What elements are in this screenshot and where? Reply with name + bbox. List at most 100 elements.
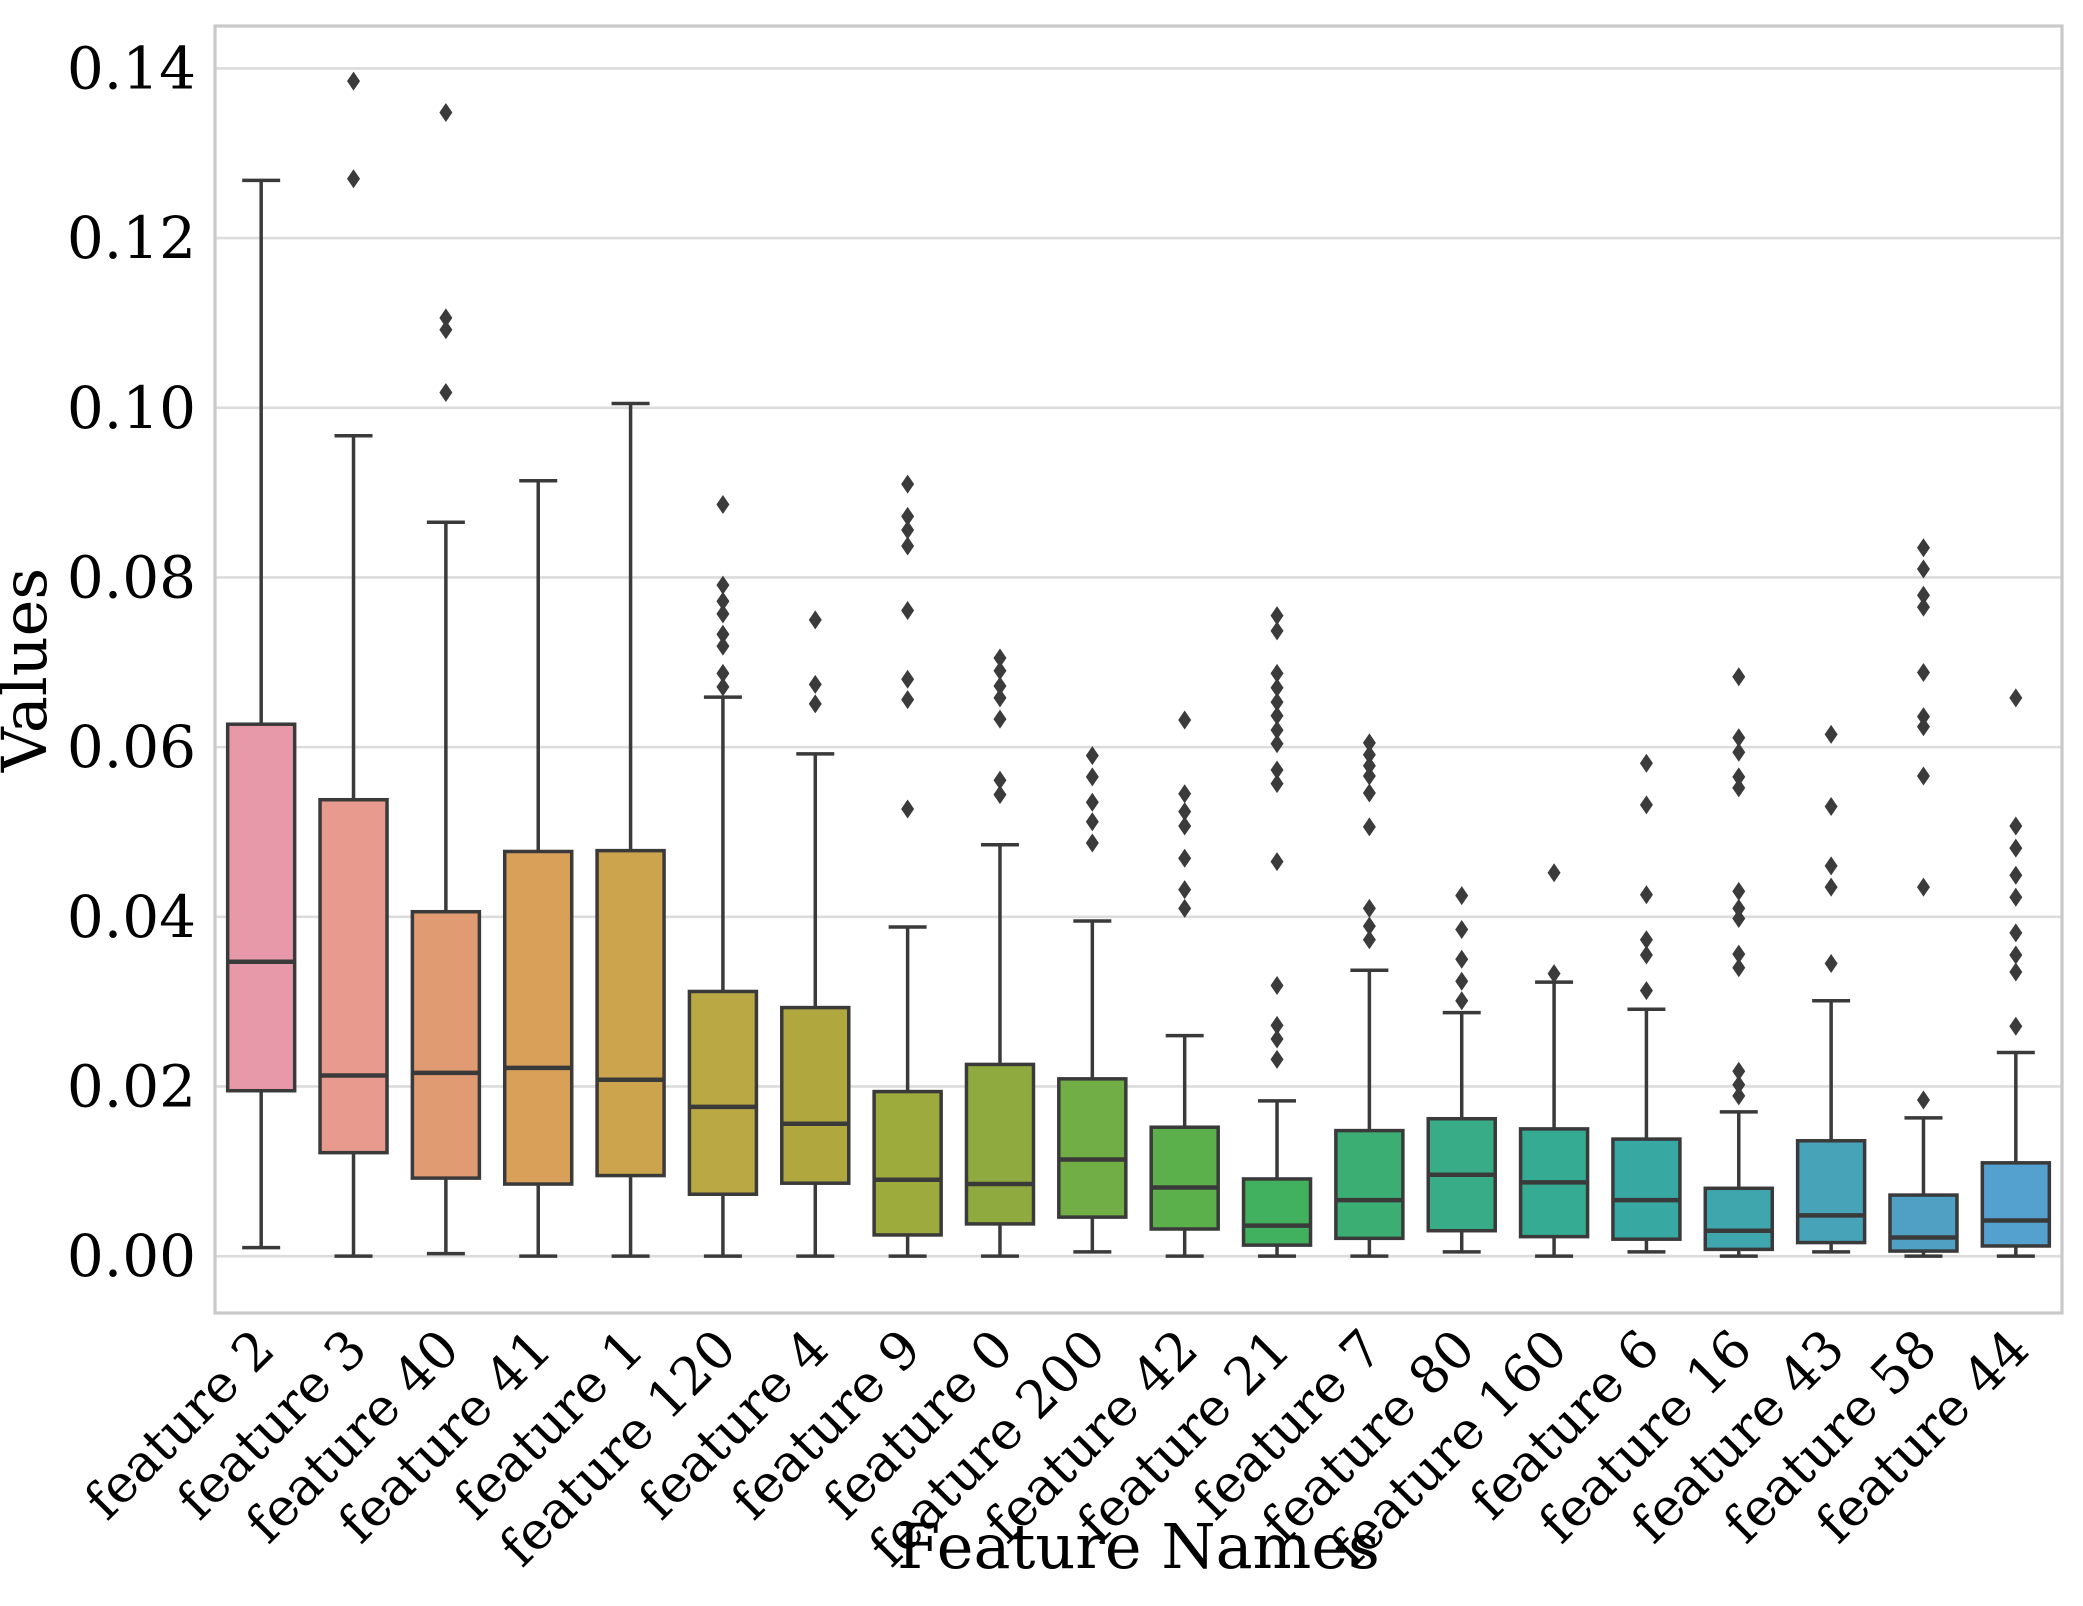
box-feature-58	[1888, 538, 1959, 1258]
iqr-box	[318, 797, 389, 1155]
iqr-box	[410, 909, 482, 1180]
outlier-diamond	[2009, 1016, 2023, 1036]
outlier-diamond	[1178, 848, 1192, 868]
outlier-diamond	[2009, 688, 2023, 708]
outlier-diamond	[1270, 706, 1284, 726]
outlier-diamond	[1732, 944, 1746, 964]
box-feature-0	[964, 648, 1036, 1258]
outlier-diamond	[1732, 881, 1746, 901]
outlier-diamond	[2009, 945, 2023, 965]
outlier-diamond	[1270, 606, 1284, 626]
outlier-diamond	[2009, 816, 2023, 836]
outlier-diamond	[347, 71, 361, 91]
outlier-diamond	[1732, 1061, 1746, 1081]
outlier-diamond	[1270, 1015, 1284, 1035]
outlier-diamond	[1270, 976, 1284, 996]
outlier-diamond	[1732, 778, 1746, 798]
outlier-diamond	[808, 610, 822, 630]
iqr-box	[687, 989, 759, 1196]
outlier-diamond	[901, 690, 915, 710]
y-tick-label: 0.06	[67, 713, 196, 781]
outlier-diamond	[1824, 724, 1838, 744]
outlier-diamond	[716, 663, 730, 683]
iqr-box	[1703, 1186, 1775, 1252]
outlier-diamond	[1178, 784, 1192, 804]
outlier-diamond	[1732, 1086, 1746, 1106]
box-feature-9	[872, 474, 943, 1258]
x-axis-label: Feature Names	[897, 1510, 1380, 1583]
outlier-diamond	[1732, 1075, 1746, 1095]
outlier-diamond	[439, 383, 453, 403]
outlier-diamond	[1639, 795, 1653, 815]
outlier-diamond	[1362, 733, 1376, 753]
iqr-box	[872, 1089, 943, 1237]
iqr-box	[595, 848, 666, 1178]
iqr-box	[1795, 1139, 1867, 1245]
box-feature-2	[225, 178, 297, 1250]
outlier-diamond	[1455, 886, 1469, 906]
outlier-diamond	[1270, 774, 1284, 794]
outlier-diamond	[901, 669, 915, 689]
outlier-diamond	[1455, 971, 1469, 991]
outlier-diamond	[1362, 766, 1376, 786]
outlier-diamond	[1639, 930, 1653, 950]
outlier-diamond	[1639, 885, 1653, 905]
outlier-diamond	[1732, 909, 1746, 929]
iqr-box	[780, 1005, 851, 1185]
outlier-diamond	[1824, 856, 1838, 876]
outlier-diamond	[1085, 792, 1099, 812]
outlier-diamond	[993, 770, 1007, 790]
y-tick-label: 0.00	[67, 1222, 196, 1290]
outlier-diamond	[2009, 962, 2023, 982]
outlier-diamond	[716, 677, 730, 697]
outlier-diamond	[716, 575, 730, 595]
y-tick-label: 0.14	[67, 34, 196, 102]
box-feature-200	[1057, 746, 1128, 1254]
y-tick-label: 0.04	[67, 883, 196, 951]
outlier-diamond	[1178, 816, 1192, 836]
outlier-diamond	[439, 308, 453, 328]
outlier-diamond	[1916, 662, 1930, 682]
box-feature-6	[1611, 753, 1682, 1254]
outlier-diamond	[1270, 692, 1284, 712]
plot-frame	[213, 24, 2064, 1315]
outlier-diamond	[1362, 817, 1376, 837]
outlier-diamond	[1270, 734, 1284, 754]
outlier-diamond	[901, 799, 915, 819]
outlier-diamond	[1178, 710, 1192, 730]
outlier-diamond	[901, 536, 915, 556]
iqr-box	[1980, 1161, 2052, 1248]
outlier-diamond	[1639, 981, 1653, 1001]
box-feature-160	[1518, 863, 1590, 1258]
outlier-diamond	[1639, 753, 1653, 773]
outlier-diamond	[1824, 877, 1838, 897]
outlier-diamond	[1916, 585, 1930, 605]
y-tick-label: 0.10	[67, 374, 196, 442]
outlier-diamond	[1824, 953, 1838, 973]
outlier-diamond	[1916, 717, 1930, 737]
outlier-diamond	[1270, 852, 1284, 872]
box-feature-42	[1149, 710, 1220, 1258]
outlier-diamond	[2009, 923, 2023, 943]
y-axis-label: Values	[0, 568, 61, 773]
outlier-diamond	[1732, 728, 1746, 748]
outlier-diamond	[1547, 863, 1561, 883]
outlier-diamond	[1547, 964, 1561, 984]
iqr-box	[1888, 1193, 1959, 1253]
outlier-diamond	[439, 320, 453, 340]
box-feature-4	[780, 610, 851, 1258]
iqr-box	[502, 849, 574, 1186]
box-feature-16	[1703, 667, 1775, 1258]
outlier-diamond	[993, 709, 1007, 729]
iqr-box	[1241, 1177, 1313, 1247]
outlier-diamond	[1824, 797, 1838, 817]
outlier-diamond	[1916, 877, 1930, 897]
box-feature-44	[1980, 688, 2052, 1258]
outlier-diamond	[808, 674, 822, 694]
outlier-diamond	[1362, 916, 1376, 936]
outlier-diamond	[1916, 538, 1930, 558]
outlier-diamond	[993, 688, 1007, 708]
outlier-diamond	[1362, 783, 1376, 803]
y-tick-label: 0.02	[67, 1052, 196, 1120]
